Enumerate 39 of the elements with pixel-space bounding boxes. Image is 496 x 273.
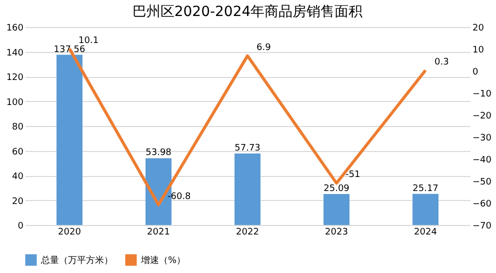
y-tick-label: 100 — [6, 98, 24, 108]
y-tick-label: 0 — [18, 222, 24, 232]
legend-label: 增速（%） — [140, 255, 186, 266]
data-label: 0.3 — [434, 57, 449, 68]
chart-title: 巴州区2020-2024年商品房销售面积 — [132, 4, 363, 20]
data-label: 25.17 — [412, 184, 438, 194]
data-label: 6.9 — [256, 42, 272, 53]
y-tick-label: 60 — [12, 147, 24, 158]
y-tick-label: 80 — [12, 122, 24, 132]
y-tick-label: 40 — [12, 172, 24, 182]
y2-tick-label: 0 — [472, 68, 478, 78]
bar — [234, 154, 260, 225]
y-tick-label: 140 — [6, 48, 24, 58]
bar — [56, 54, 82, 225]
y2-tick-label: 10 — [472, 46, 484, 56]
y2-tick-label: −50 — [472, 178, 492, 188]
x-tick-label: 2022 — [236, 228, 259, 238]
data-label: 53.98 — [146, 148, 172, 158]
legend-label: 总量（万平方米） — [40, 255, 113, 266]
y-tick-label: 20 — [12, 196, 24, 207]
data-label: 10.1 — [78, 36, 99, 46]
data-label: -51 — [346, 170, 360, 180]
y2-tick-label: −60 — [472, 200, 492, 210]
y2-tick-label: −30 — [472, 134, 492, 144]
data-label: 25.09 — [324, 184, 350, 194]
y2-tick-label: −40 — [472, 156, 492, 166]
x-tick-label: 2020 — [58, 228, 82, 238]
y2-tick-label: −20 — [472, 112, 492, 122]
y-tick-label: 120 — [6, 73, 24, 83]
y-tick-label: 160 — [6, 24, 24, 34]
x-tick-label: 2021 — [147, 228, 170, 238]
y2-tick-label: −10 — [472, 90, 492, 100]
y2-tick-label: −70 — [472, 222, 492, 232]
x-tick-label: 2023 — [325, 228, 348, 238]
data-label: 57.73 — [234, 144, 260, 154]
x-tick-label: 2024 — [414, 228, 438, 238]
bar — [412, 194, 438, 225]
y2-tick-label: 20 — [472, 24, 484, 34]
bar — [324, 194, 350, 225]
